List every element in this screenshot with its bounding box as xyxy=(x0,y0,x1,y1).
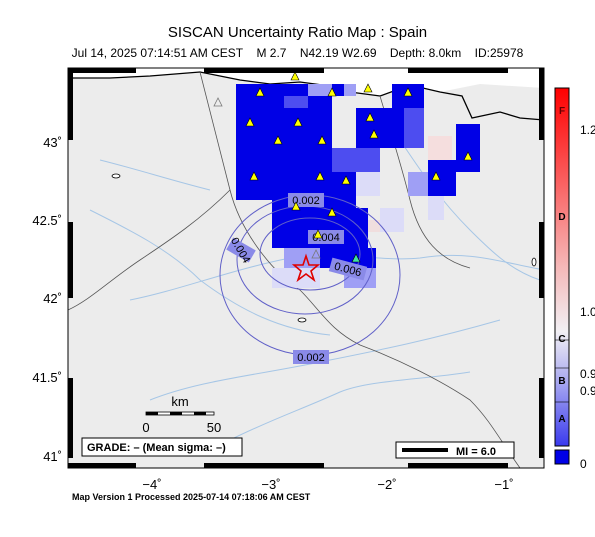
station-icon[interactable] xyxy=(273,135,283,145)
station-icon[interactable] xyxy=(255,87,265,97)
grade-box: GRADE: – (Mean sigma: –) xyxy=(81,437,243,457)
station-icon[interactable] xyxy=(327,87,337,97)
rivers xyxy=(89,139,545,441)
station-icon[interactable] xyxy=(313,229,323,239)
station-icon[interactable] xyxy=(290,71,300,81)
station-icon[interactable] xyxy=(403,87,413,97)
grade-text: GRADE: – (Mean sigma: –) xyxy=(87,442,226,454)
station-icon[interactable] xyxy=(365,112,375,122)
processed-footer: Map Version 1 Processed 2025-07-14 07:18… xyxy=(72,492,311,502)
contour-label: 0.002 xyxy=(297,352,325,364)
uncertainty-grid xyxy=(236,84,480,288)
y-tick-label: 41˚ xyxy=(43,449,62,464)
stations xyxy=(213,71,473,263)
colorbar-letter: C xyxy=(558,334,566,345)
station-icon[interactable] xyxy=(341,175,351,185)
station-icon[interactable] xyxy=(293,117,303,127)
colorbar-letter: F xyxy=(558,106,566,117)
y-tick-label: 42˚ xyxy=(43,291,62,306)
x-tick-label: −2˚ xyxy=(377,477,397,492)
x-tick-label: −4˚ xyxy=(142,477,162,492)
event-location: N42.19 W2.69 xyxy=(299,46,377,60)
station-icon[interactable] xyxy=(369,129,379,139)
colorbar-value: 0.9 xyxy=(580,384,595,398)
sea-area xyxy=(68,68,544,96)
event-info: Jul 14, 2025 07:14:51 AM CEST M 2.7 N42.… xyxy=(0,46,595,60)
event-depth: Depth: 8.0km xyxy=(389,46,462,60)
station-icon[interactable] xyxy=(315,171,325,181)
inactive-station-icon[interactable] xyxy=(311,249,321,259)
scale-max: 50 xyxy=(207,420,221,435)
y-tick-label: 41.5˚ xyxy=(32,370,62,385)
y-tick-label: 42.5˚ xyxy=(32,213,62,228)
colorbar-value: 1.2 xyxy=(580,123,595,137)
mi-legend: MI = 6.0 xyxy=(395,441,515,459)
colorbar-value: 0 xyxy=(580,457,587,471)
colorbar-letter: D xyxy=(558,212,566,223)
x-tick-label: −3˚ xyxy=(261,477,281,492)
scale-bar: km 0 50 xyxy=(142,394,221,435)
inactive-station-icon[interactable] xyxy=(213,97,223,107)
scale-min: 0 xyxy=(142,420,149,435)
mi-label: MI = 6.0 xyxy=(456,446,496,458)
colorbar-letter: A xyxy=(558,414,566,425)
x-tick-label: −1˚ xyxy=(494,477,514,492)
colorbar-value: 1.0 xyxy=(580,305,595,319)
station-icon[interactable] xyxy=(245,117,255,127)
event-magnitude: M 2.7 xyxy=(256,46,287,60)
station-icon[interactable] xyxy=(291,201,301,211)
station-icon[interactable] xyxy=(351,253,361,263)
station-icon[interactable] xyxy=(249,171,259,181)
map-frame xyxy=(67,67,545,469)
colorbar-value: 0.9 xyxy=(580,367,595,381)
scale-title: km xyxy=(171,394,188,409)
station-icon[interactable] xyxy=(317,135,327,145)
station-icon[interactable] xyxy=(327,207,337,217)
event-id: ID:25978 xyxy=(474,46,524,60)
station-icon[interactable] xyxy=(431,171,441,181)
contour-label: 0.002 xyxy=(292,195,320,207)
station-icon[interactable] xyxy=(463,151,473,161)
event-date: Jul 14, 2025 07:14:51 AM CEST xyxy=(71,46,244,60)
epicenter-star-icon[interactable] xyxy=(291,253,321,283)
y-tick-label: 43˚ xyxy=(43,135,62,150)
station-icon[interactable] xyxy=(363,83,373,93)
map-title: SISCAN Uncertainty Ratio Map : Spain xyxy=(167,24,428,41)
lakes xyxy=(111,173,537,323)
colorbar xyxy=(554,87,570,465)
colorbar-letter: B xyxy=(558,376,566,387)
